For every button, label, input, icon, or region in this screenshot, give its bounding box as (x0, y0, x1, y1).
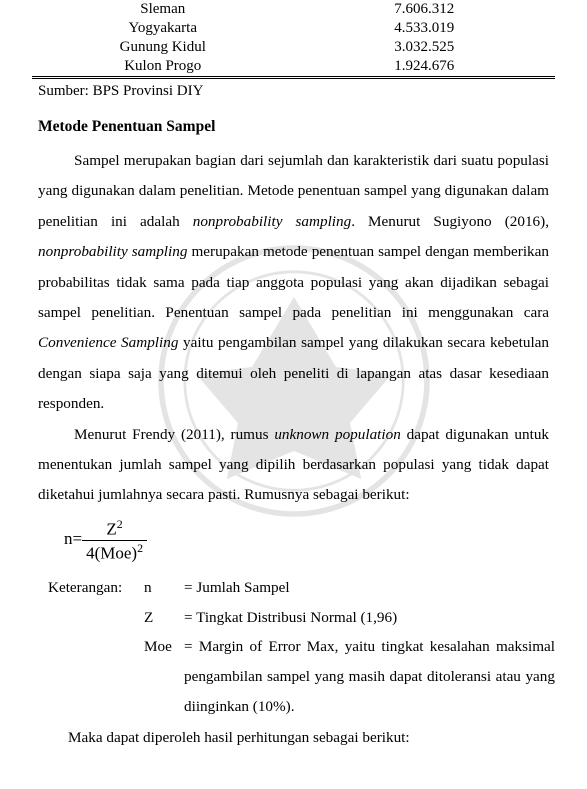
keterangan-symbol: n (144, 573, 184, 603)
formula-numerator: Z2 (82, 517, 147, 541)
superscript: 2 (117, 517, 123, 531)
table-row: Kulon Progo 1.924.676 (32, 57, 555, 78)
table-source: Sumber: BPS Provinsi DIY (32, 83, 555, 100)
text: = (184, 638, 199, 655)
value-cell: 3.032.525 (294, 38, 556, 57)
italic-text: unknown population (274, 426, 400, 443)
section-heading: Metode Penentuan Sampel (32, 118, 555, 136)
formula-denominator: 4(Moe)2 (82, 541, 147, 564)
keterangan-label-empty (48, 603, 144, 633)
italic-text: Margin of Error Max (199, 638, 335, 655)
keterangan-def: = Jumlah Sampel (184, 573, 555, 603)
region-cell: Kulon Progo (32, 57, 294, 78)
keterangan-row: Z = Tingkat Distribusi Normal (1,96) (48, 603, 555, 633)
keterangan-def: = Margin of Error Max, yaitu tingkat kes… (184, 632, 555, 721)
italic-text: nonprobability sampling (193, 213, 351, 230)
population-table: Sleman 7.606.312 Yogyakarta 4.533.019 Gu… (32, 0, 555, 79)
text: 4(Moe) (86, 543, 137, 562)
value-cell: 4.533.019 (294, 19, 556, 38)
text: . Menurut Sugiyono (2016), (351, 213, 549, 230)
keterangan-def: = Tingkat Distribusi Normal (1,96) (184, 603, 555, 633)
table-row: Yogyakarta 4.533.019 (32, 19, 555, 38)
table-row: Sleman 7.606.312 (32, 0, 555, 19)
paragraph-1: Sampel merupakan bagian dari sejumlah da… (32, 146, 555, 420)
region-cell: Gunung Kidul (32, 38, 294, 57)
formula: n= Z2 4(Moe)2 (32, 517, 555, 563)
superscript: 2 (137, 541, 143, 555)
formula-lhs: n= (64, 529, 82, 548)
value-cell: 1.924.676 (294, 57, 556, 78)
keterangan-label-empty (48, 632, 144, 721)
keterangan-symbol: Z (144, 603, 184, 633)
italic-text: Convenience Sampling (38, 334, 178, 351)
table-row: Gunung Kidul 3.032.525 (32, 38, 555, 57)
keterangan-symbol: Moe (144, 632, 184, 721)
formula-fraction: Z2 4(Moe)2 (82, 517, 147, 563)
keterangan-label: Keterangan: (48, 573, 144, 603)
text: Menurut Frendy (2011), rumus (74, 426, 274, 443)
italic-text: nonprobability sampling (38, 243, 187, 260)
keterangan-block: Keterangan: n = Jumlah Sampel Z = Tingka… (32, 573, 555, 721)
region-cell: Sleman (32, 0, 294, 19)
keterangan-row: Moe = Margin of Error Max, yaitu tingkat… (48, 632, 555, 721)
paragraph-2: Menurut Frendy (2011), rumus unknown pop… (32, 420, 555, 511)
value-cell: 7.606.312 (294, 0, 556, 19)
text: Z (106, 520, 116, 539)
region-cell: Yogyakarta (32, 19, 294, 38)
closing-line: Maka dapat diperoleh hasil perhitungan s… (32, 729, 555, 747)
keterangan-row: Keterangan: n = Jumlah Sampel (48, 573, 555, 603)
